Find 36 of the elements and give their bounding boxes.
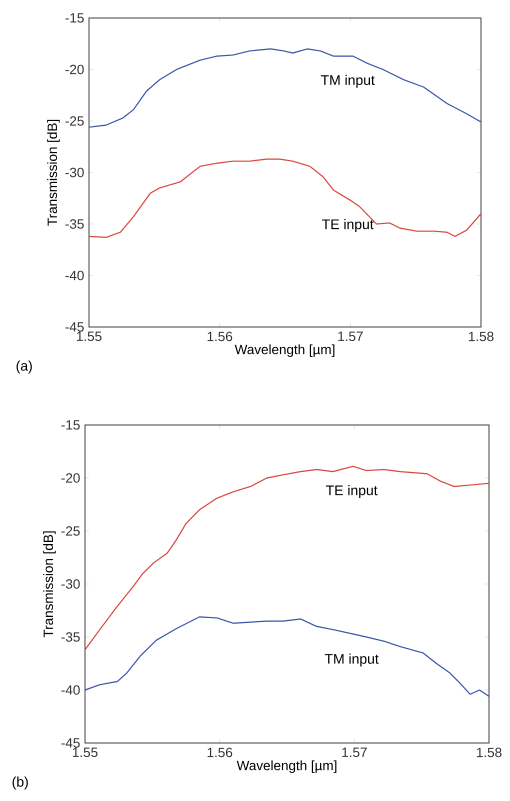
text: (b)	[12, 776, 28, 790]
y-tick-label: -45	[61, 738, 80, 748]
y-tick-label: -30	[61, 579, 80, 589]
x-tick-label: 1.57	[338, 332, 363, 342]
y-tick-label: -20	[61, 473, 80, 483]
x-tick-label: 1.56	[208, 748, 232, 758]
y-tick-label: -30	[65, 168, 84, 178]
y-tick-label: -35	[65, 219, 84, 229]
y-tick-label: -25	[65, 116, 84, 126]
line-series	[84, 466, 490, 650]
x-axis-title: Wavelength [µm]	[234, 344, 334, 357]
y-tick-label: -25	[61, 526, 80, 536]
line-series	[88, 158, 482, 238]
y-axis-title: Transmission [dB]	[47, 120, 60, 226]
series-label: TE input	[322, 218, 374, 232]
x-tick-label: 1.56	[208, 332, 232, 342]
x-tick-label: 1.55	[72, 748, 98, 758]
y-axis-title: Transmission [dB]	[43, 531, 56, 638]
y-tick-label: -35	[61, 632, 80, 642]
y-tick-label: -15	[65, 13, 84, 23]
series-label: TM input	[324, 654, 379, 667]
x-tick-label: 1.58	[468, 332, 494, 342]
x-axis-title: Wavelength [µm]	[236, 760, 336, 773]
y-tick-label: -15	[61, 420, 80, 430]
y-tick-label: -45	[65, 322, 84, 332]
x-tick-label: 1.58	[476, 748, 502, 758]
x-tick-label: 1.55	[76, 332, 102, 342]
y-tick-label: -40	[61, 685, 80, 695]
series-label: TM input	[320, 74, 375, 88]
series-label: TE input	[326, 485, 378, 498]
y-tick-label: -20	[65, 64, 84, 74]
y-tick-label: -40	[65, 270, 84, 280]
line-series	[88, 48, 482, 128]
line-series	[84, 616, 490, 697]
text: (a)	[16, 360, 32, 374]
x-tick-label: 1.57	[342, 748, 367, 758]
